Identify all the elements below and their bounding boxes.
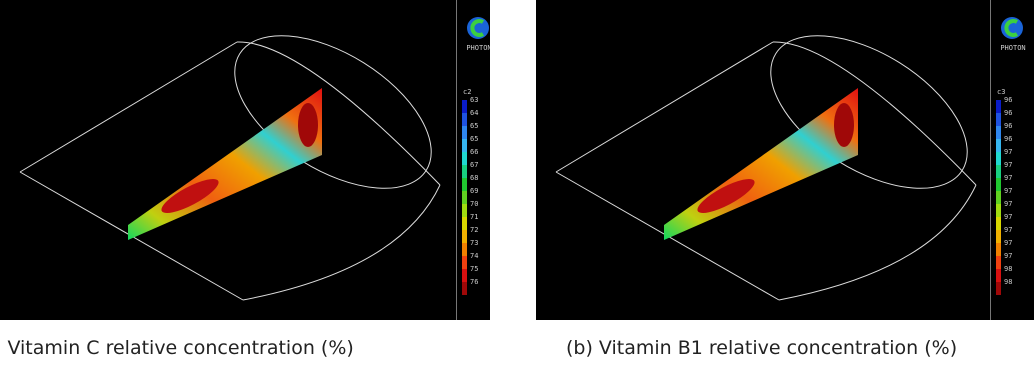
legend-swatch <box>462 204 467 217</box>
legend-swatch <box>462 139 467 152</box>
legend-swatch <box>996 204 1001 217</box>
logo-text-b: PHOTON <box>1000 44 1026 52</box>
legend-tick-label: 76 <box>470 278 479 286</box>
legend-swatch <box>462 217 467 230</box>
photon-logo-icon <box>1001 17 1023 39</box>
contour-plot-b <box>555 35 977 301</box>
legend-tick-label: 66 <box>470 148 479 156</box>
legend-tick-label: 97 <box>1004 161 1013 169</box>
legend-tick-label: 96 <box>1004 122 1013 130</box>
contour-plot-a <box>19 35 441 301</box>
photon-logo-icon <box>467 17 489 39</box>
legend-tick-label: 68 <box>470 174 479 182</box>
legend-tick-label: 97 <box>1004 174 1013 182</box>
legend-swatch <box>462 178 467 191</box>
legend-tick-label: 97 <box>1004 213 1013 221</box>
legend-tick-label: 97 <box>1004 226 1013 234</box>
legend-tick-label: 97 <box>1004 148 1013 156</box>
legend-swatch <box>996 282 1001 295</box>
legend-tick-label: 67 <box>470 161 479 169</box>
hotspot-a2 <box>298 103 318 147</box>
legend-tick-label: 96 <box>1004 109 1013 117</box>
legend-swatch <box>996 256 1001 269</box>
legend-swatch <box>996 269 1001 282</box>
hotspot-b1 <box>697 179 755 213</box>
hotspot-a1 <box>161 179 219 213</box>
legend-tick-label: 97 <box>1004 200 1013 208</box>
color-legend-b: PHOTON c3 96 96 96 96 97 97 97 97 97 97 97 97 97 98 98 <box>990 0 1034 320</box>
legend-swatch <box>462 256 467 269</box>
legend-tick-label: 70 <box>470 200 479 208</box>
legend-swatch <box>462 113 467 126</box>
legend-swatch <box>996 152 1001 165</box>
legend-tick-label: 63 <box>470 96 479 104</box>
legend-swatch <box>996 191 1001 204</box>
legend-swatch <box>462 152 467 165</box>
legend-swatch <box>996 178 1001 191</box>
plot-panel-b: PHOTON c3 96 96 96 96 97 97 97 97 97 97 97 97 97 98 98 <box>536 0 1034 320</box>
legend-swatch <box>462 165 467 178</box>
legend-tick-label: 65 <box>470 122 479 130</box>
legend-swatch <box>996 100 1001 113</box>
legend-swatch <box>996 113 1001 126</box>
legend-tick-label: 65 <box>470 135 479 143</box>
legend-swatch <box>462 191 467 204</box>
legend-tick-label: 97 <box>1004 252 1013 260</box>
plot-panel-a: PHOTON c2 63 64 65 65 66 67 68 69 70 71 72 73 74 75 76 <box>0 0 490 320</box>
concentration-slice-a <box>128 88 322 240</box>
legend-swatch <box>462 282 467 295</box>
legend-tick-label: 98 <box>1004 265 1013 273</box>
legend-tick-label: 96 <box>1004 135 1013 143</box>
legend-variable-a: c2 <box>463 88 472 96</box>
legend-swatch <box>996 126 1001 139</box>
legend-swatch <box>996 165 1001 178</box>
legend-tick-label: 97 <box>1004 239 1013 247</box>
caption-b: (b) Vitamin B1 relative concentration (%… <box>566 337 958 359</box>
legend-tick-label: 96 <box>1004 96 1013 104</box>
legend-tick-label: 73 <box>470 239 479 247</box>
concentration-slice-b <box>664 88 858 240</box>
legend-tick-label: 98 <box>1004 278 1013 286</box>
caption-a: ) Vitamin C relative concentration (%) <box>0 337 354 359</box>
hotspot-b2 <box>834 103 854 147</box>
legend-tick-label: 72 <box>470 226 479 234</box>
legend-tick-label: 64 <box>470 109 479 117</box>
legend-variable-b: c3 <box>997 88 1006 96</box>
legend-swatch <box>996 243 1001 256</box>
legend-tick-label: 75 <box>470 265 479 273</box>
legend-tick-label: 69 <box>470 187 479 195</box>
logo-text-a: PHOTON <box>466 44 490 52</box>
legend-tick-label: 71 <box>470 213 479 221</box>
legend-swatch <box>462 230 467 243</box>
legend-swatch <box>462 126 467 139</box>
legend-tick-label: 97 <box>1004 187 1013 195</box>
color-legend-a: PHOTON c2 63 64 65 65 66 67 68 69 70 71 72 73 74 75 76 <box>456 0 490 320</box>
legend-tick-label: 74 <box>470 252 479 260</box>
legend-swatch <box>462 269 467 282</box>
legend-swatch <box>462 243 467 256</box>
legend-swatch <box>462 100 467 113</box>
legend-swatch <box>996 230 1001 243</box>
legend-swatch <box>996 139 1001 152</box>
legend-swatch <box>996 217 1001 230</box>
